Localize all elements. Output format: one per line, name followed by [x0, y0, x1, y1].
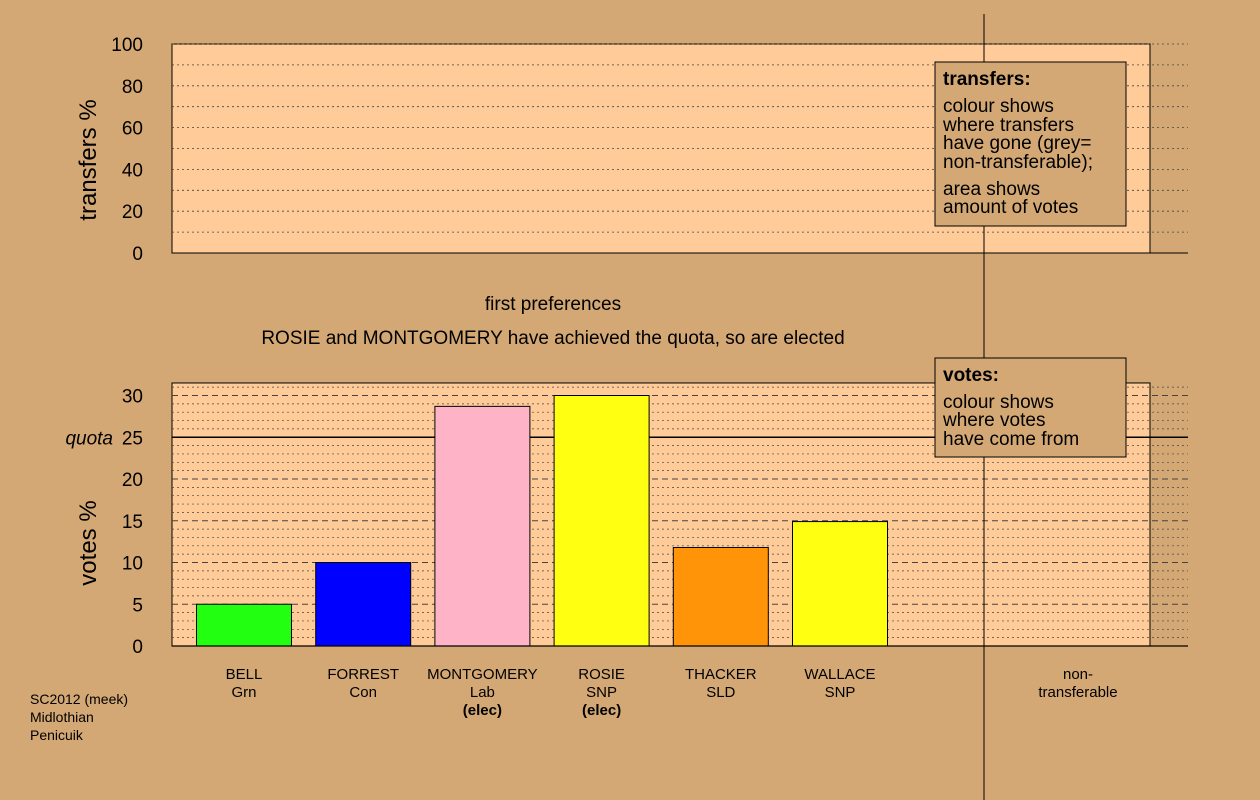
transfers-y-tick-label: 60 — [122, 119, 143, 140]
transfers-y-axis-label: transfers % — [75, 99, 102, 220]
quota-label: quota — [65, 428, 113, 449]
non-transferable-label: non- — [1063, 666, 1093, 683]
transfers-legend-title: transfers: — [943, 69, 1031, 90]
transfers-legend-line: area shows — [943, 179, 1040, 200]
transfers-legend-line: colour shows — [943, 96, 1054, 117]
candidate-party-label: Grn — [231, 684, 256, 701]
votes-legend-title: votes: — [943, 365, 999, 386]
candidate-party-label: Con — [349, 684, 377, 701]
candidate-party-label: SNP — [586, 684, 617, 701]
candidate-name-label: BELL — [226, 666, 263, 683]
transfers-y-tick-label: 100 — [111, 35, 143, 56]
elected-label: (elec) — [582, 702, 621, 719]
votes-y-tick-label: 10 — [122, 554, 143, 575]
votes-y-tick-label: 15 — [122, 512, 143, 533]
candidate-name-label: ROSIE — [578, 666, 625, 683]
elected-label: (elec) — [463, 702, 502, 719]
votes-legend-line: where votes — [942, 410, 1045, 431]
chart-subtitle: ROSIE and MONTGOMERY have achieved the q… — [261, 328, 844, 349]
bar-montgomery — [434, 405, 531, 647]
footer-line-3: Penicuik — [30, 727, 83, 743]
candidate-name-label: MONTGOMERY — [427, 666, 538, 683]
bar-forrest — [315, 562, 412, 647]
candidate-party-label: SNP — [825, 684, 856, 701]
transfers-legend-box — [934, 61, 1127, 227]
transfers-legend-line: where transfers — [942, 115, 1074, 136]
votes-y-axis-label: votes % — [75, 500, 102, 585]
footer-line-1: SC2012 (meek) — [30, 691, 129, 707]
votes-y-tick-label: 0 — [132, 637, 143, 658]
transfers-y-tick-label: 0 — [132, 244, 143, 265]
bar-thacker — [672, 546, 769, 647]
candidate-party-label: Lab — [470, 684, 495, 701]
chart-title: first preferences — [485, 294, 621, 315]
transfers-y-tick-label: 40 — [122, 160, 143, 181]
transfers-legend-line: amount of votes — [943, 197, 1078, 218]
votes-y-tick-label: 20 — [122, 470, 143, 491]
votes-legend-box — [934, 357, 1127, 458]
transfers-legend-line: have gone (grey= — [943, 133, 1091, 154]
non-transferable-label: transferable — [1038, 684, 1117, 701]
candidate-party-label: SLD — [706, 684, 735, 701]
bar-bell — [196, 603, 292, 647]
footer: SC2012 (meek) Midlothian Penicuik — [30, 690, 128, 744]
votes-legend-line: have come from — [943, 429, 1079, 450]
votes-y-tick-label: 25 — [122, 428, 143, 449]
transfers-y-tick-label: 80 — [122, 77, 143, 98]
votes-y-tick-label: 30 — [122, 387, 143, 408]
candidate-name-label: THACKER — [685, 666, 757, 683]
votes-y-tick-label: 5 — [132, 595, 143, 616]
footer-line-2: Midlothian — [30, 709, 94, 725]
votes-legend-line: colour shows — [943, 392, 1054, 413]
bar-rosie — [553, 395, 650, 647]
transfers-y-tick-label: 20 — [122, 202, 143, 223]
candidate-name-label: WALLACE — [804, 666, 875, 683]
transfers-legend-line: non-transferable); — [943, 152, 1093, 173]
bar-wallace — [792, 521, 888, 647]
candidate-name-label: FORREST — [327, 666, 399, 683]
